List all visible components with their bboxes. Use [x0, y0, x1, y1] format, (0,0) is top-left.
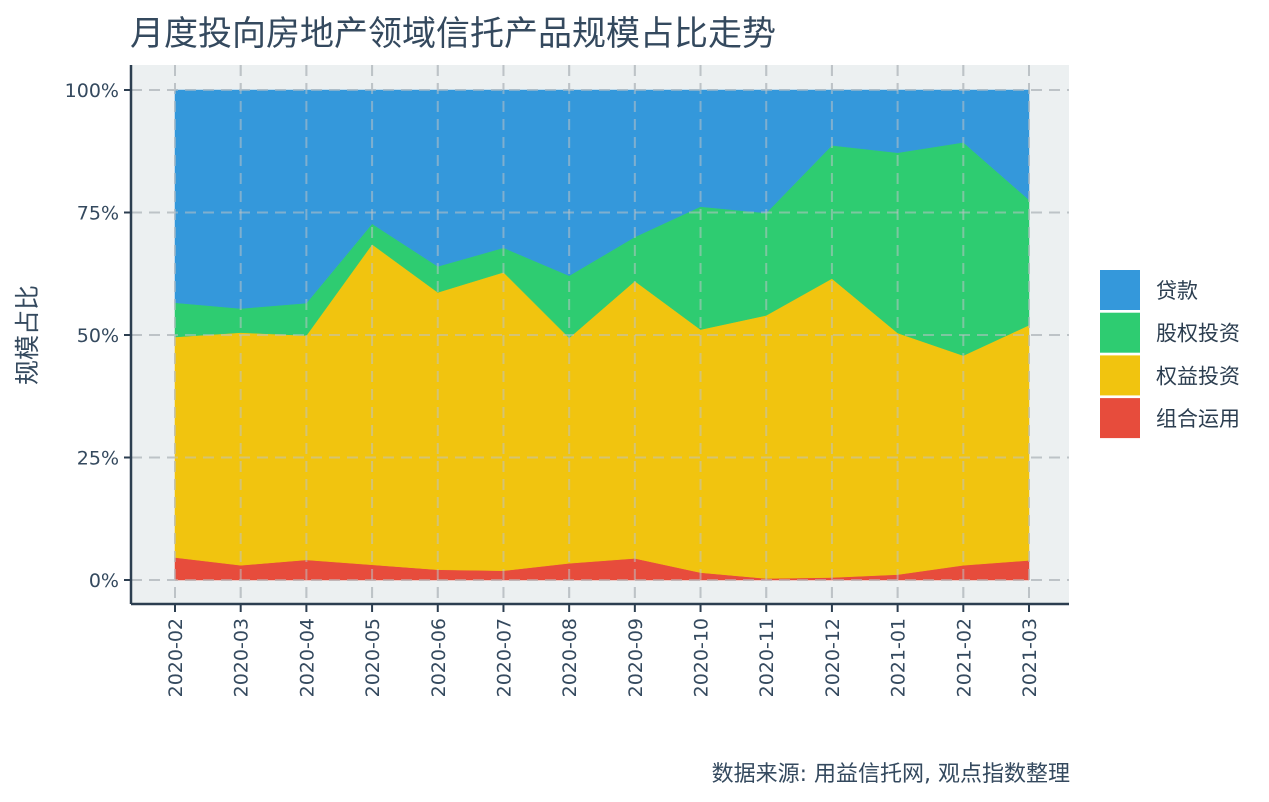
- x-tick-label: 2020-12: [822, 618, 844, 697]
- legend-label: 权益投资: [1156, 364, 1240, 388]
- legend-key: [1100, 270, 1140, 310]
- x-tick-label: 2020-07: [493, 618, 515, 697]
- x-tick-label: 2020-08: [559, 618, 581, 697]
- legend-key: [1100, 312, 1140, 353]
- x-tick-label: 2021-01: [888, 618, 910, 697]
- y-tick-label: 50%: [77, 325, 119, 347]
- x-tick-label: 2021-02: [953, 618, 975, 697]
- x-tick-label: 2020-09: [625, 618, 647, 697]
- legend-label: 组合运用: [1156, 407, 1240, 431]
- y-axis-title: 规模占比: [13, 285, 42, 385]
- chart-title: 月度投向房地产领域信托产品规模占比走势: [130, 14, 776, 54]
- legend-label: 股权投资: [1156, 322, 1240, 346]
- x-tick-label: 2020-11: [756, 618, 778, 697]
- y-tick-label: 0%: [89, 570, 119, 592]
- legend-key: [1100, 355, 1140, 396]
- x-tick-label: 2020-06: [428, 618, 450, 697]
- data-source-caption: 数据来源: 用益信托网, 观点指数整理: [711, 762, 1070, 787]
- x-tick-label: 2020-02: [165, 618, 187, 697]
- x-tick-label: 2021-03: [1019, 618, 1041, 697]
- legend-label: 贷款: [1156, 279, 1198, 303]
- legend-key: [1100, 398, 1140, 439]
- x-tick-label: 2020-10: [691, 618, 713, 697]
- y-tick-label: 100%: [65, 80, 119, 102]
- y-tick-label: 25%: [77, 448, 119, 470]
- y-tick-label: 75%: [77, 203, 119, 225]
- x-tick-label: 2020-03: [231, 618, 253, 697]
- x-tick-label: 2020-05: [362, 618, 384, 697]
- axes: 0% 25% 50% 75% 100% 2020-02 2020-03 2020-04 2020…: [65, 65, 1069, 697]
- grid-lines-overlay: [131, 65, 1069, 604]
- x-tick-label: 2020-04: [296, 618, 318, 697]
- area-series: [174, 89, 1030, 581]
